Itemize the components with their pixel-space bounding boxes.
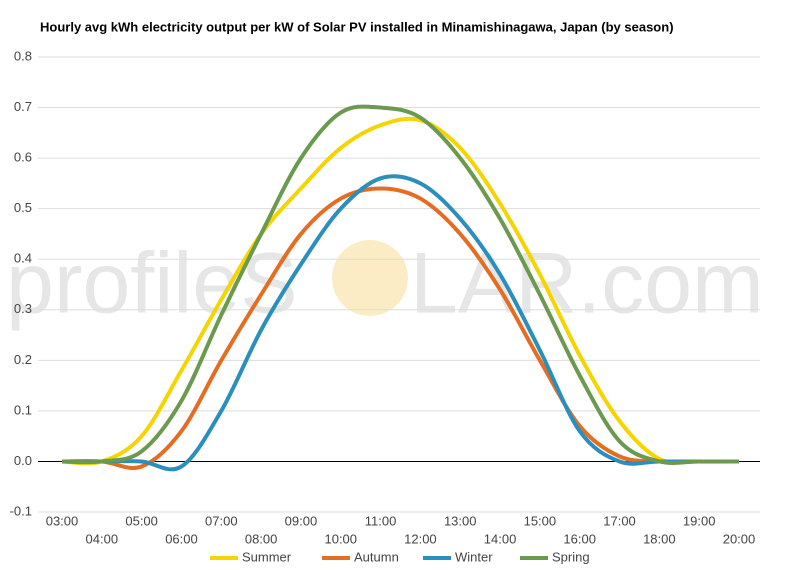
y-tick-label: 0.0 (14, 453, 32, 468)
y-tick-label: 0.4 (14, 251, 32, 266)
watermark-sun (332, 240, 408, 316)
x-tick-label: 12:00 (404, 531, 437, 546)
x-tick-label: 16:00 (563, 531, 596, 546)
legend-label: Winter (455, 549, 493, 564)
series-line (61, 104, 739, 465)
watermark-text: LAR.com (410, 236, 764, 332)
series-line (62, 174, 739, 472)
y-tick-label: 0.1 (14, 402, 32, 417)
x-tick-label: 07:00 (205, 513, 238, 528)
y-tick-label: 0.8 (14, 48, 32, 63)
x-tick-label: 04:00 (86, 531, 119, 546)
y-tick-label: 0.7 (14, 99, 32, 114)
watermark: profileS LAR.com (6, 236, 764, 332)
y-tick-label: 0.6 (14, 150, 32, 165)
x-tick-label: 09:00 (285, 513, 318, 528)
legend-label: Spring (552, 549, 590, 564)
x-tick-label: 14:00 (484, 531, 517, 546)
x-tick-label: 10:00 (324, 531, 357, 546)
legend-label: Summer (242, 549, 292, 564)
x-tick-label: 15:00 (524, 513, 557, 528)
series-line (61, 116, 740, 466)
x-tick-label: 20:00 (723, 531, 756, 546)
y-tick-label: 0.5 (14, 200, 32, 215)
x-tick-label: 11:00 (365, 513, 397, 528)
x-tick-label: 08:00 (245, 531, 278, 546)
y-tick-label: 0.2 (14, 352, 32, 367)
x-tick-label: 05:00 (125, 513, 158, 528)
legend-label: Autumn (354, 549, 399, 564)
series-line (61, 186, 739, 470)
x-tick-label: 17:00 (603, 513, 636, 528)
chart-title: Hourly avg kWh electricity output per kW… (40, 19, 674, 34)
x-tick-label: 06:00 (165, 531, 198, 546)
x-tick-label: 19:00 (683, 513, 716, 528)
x-tick-label: 18:00 (643, 531, 676, 546)
y-tick-label: 0.3 (14, 301, 32, 316)
x-tick-label: 13:00 (444, 513, 477, 528)
y-tick-label: -0.1 (10, 503, 32, 518)
x-tick-label: 03:00 (46, 513, 79, 528)
